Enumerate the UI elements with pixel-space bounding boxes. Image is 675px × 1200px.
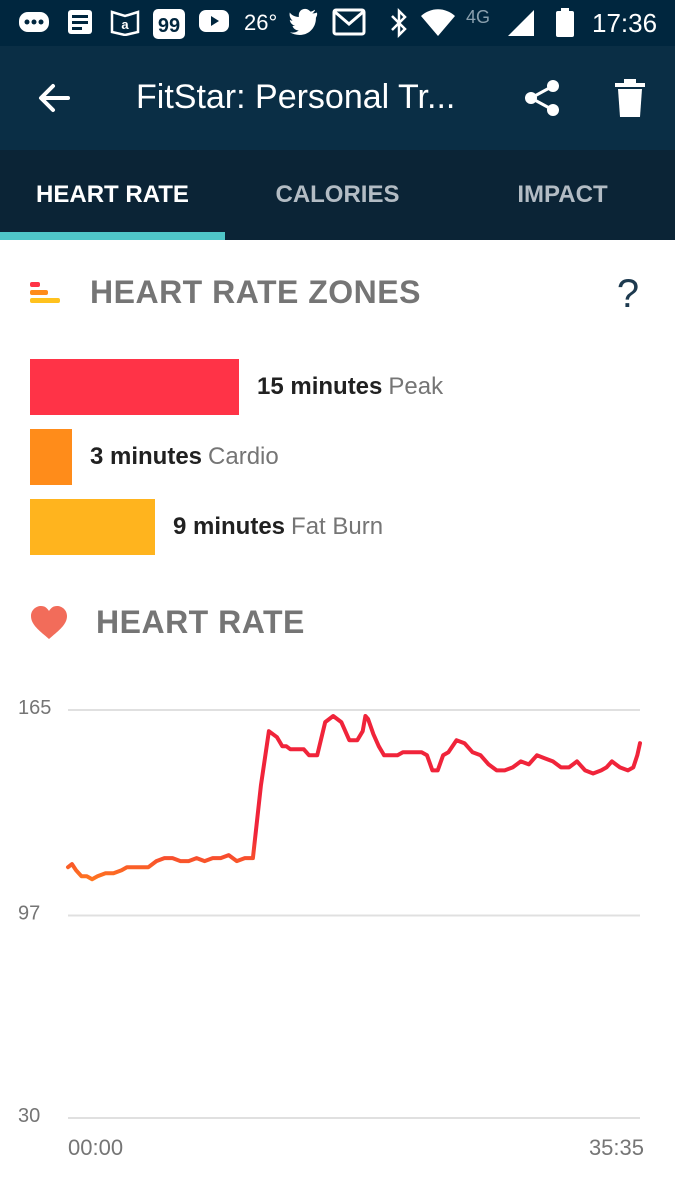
x-tick-label: 35:35	[589, 1135, 644, 1160]
zone-name: Fat Burn	[291, 513, 384, 540]
x-tick-label: 00:00	[68, 1135, 123, 1160]
temperature-text: 26°	[244, 10, 278, 35]
page-title: FitStar: Personal Tr...	[136, 78, 456, 116]
zone-label-peak: 15 minutes Peak	[257, 359, 443, 415]
zone-minutes: 15 minutes	[257, 373, 383, 400]
zone-name: Cardio	[208, 443, 279, 470]
app-99-icon: 99	[152, 8, 186, 40]
clock-text: 17:36	[592, 8, 658, 38]
y-tick-label: 165	[18, 697, 51, 719]
svg-text:99: 99	[158, 15, 180, 37]
active-tab-indicator	[0, 232, 225, 240]
youtube-icon	[198, 8, 230, 34]
back-button[interactable]	[28, 72, 80, 124]
signal-icon	[506, 8, 536, 38]
tab-label: IMPACT	[517, 181, 608, 208]
delete-button[interactable]	[604, 72, 656, 124]
zone-label-cardio: 3 minutes Cardio	[90, 429, 279, 485]
zone-bar-cardio	[30, 429, 72, 485]
heart-rate-series-line	[66, 714, 642, 882]
wifi-icon	[420, 8, 456, 38]
share-icon	[525, 80, 559, 116]
tab-calories[interactable]: CALORIES	[225, 150, 450, 240]
zone-bar-fat-burn	[30, 499, 155, 555]
heart-rate-chart: 165 97 30 00:00 35:35	[0, 690, 675, 1170]
help-icon: ?	[616, 272, 640, 316]
zone-name: Peak	[388, 373, 444, 400]
battery-icon	[554, 8, 576, 38]
zone-bar-peak	[30, 359, 239, 415]
y-tick-label: 97	[18, 903, 40, 925]
gmail-icon	[332, 8, 366, 36]
arrow-back-icon	[39, 84, 70, 112]
news-icon	[66, 8, 94, 36]
zone-minutes: 3 minutes	[90, 443, 203, 470]
y-tick-label: 30	[18, 1105, 40, 1127]
zones-section-title: HEART RATE ZONES	[90, 274, 421, 310]
heart-rate-chart-svg: 165 97 30 00:00 35:35	[18, 697, 644, 1160]
bluetooth-icon	[388, 8, 410, 38]
trash-icon	[615, 79, 645, 117]
twitter-icon	[288, 8, 320, 36]
tab-impact[interactable]: IMPACT	[450, 150, 675, 240]
messages-icon	[18, 8, 50, 38]
tab-heart-rate[interactable]: HEART RATE	[0, 150, 225, 240]
tab-label: HEART RATE	[36, 181, 189, 208]
tab-label: CALORIES	[275, 181, 400, 208]
app-bar: FitStar: Personal Tr...	[0, 46, 675, 150]
heart-rate-section-title: HEART RATE	[96, 604, 305, 640]
share-button[interactable]	[516, 72, 568, 124]
kindle-icon: a	[110, 8, 140, 36]
heart-icon	[30, 606, 68, 645]
status-bar: a 99 26° 4G 17:36	[0, 0, 675, 46]
zone-minutes: 9 minutes	[173, 513, 286, 540]
zone-label-fat-burn: 9 minutes Fat Burn	[173, 499, 383, 555]
svg-text:a: a	[121, 17, 129, 32]
network-type-text: 4G	[466, 7, 491, 27]
zones-icon	[30, 280, 62, 311]
help-button[interactable]: ?	[606, 272, 650, 322]
tab-bar: HEART RATE CALORIES IMPACT	[0, 150, 675, 240]
